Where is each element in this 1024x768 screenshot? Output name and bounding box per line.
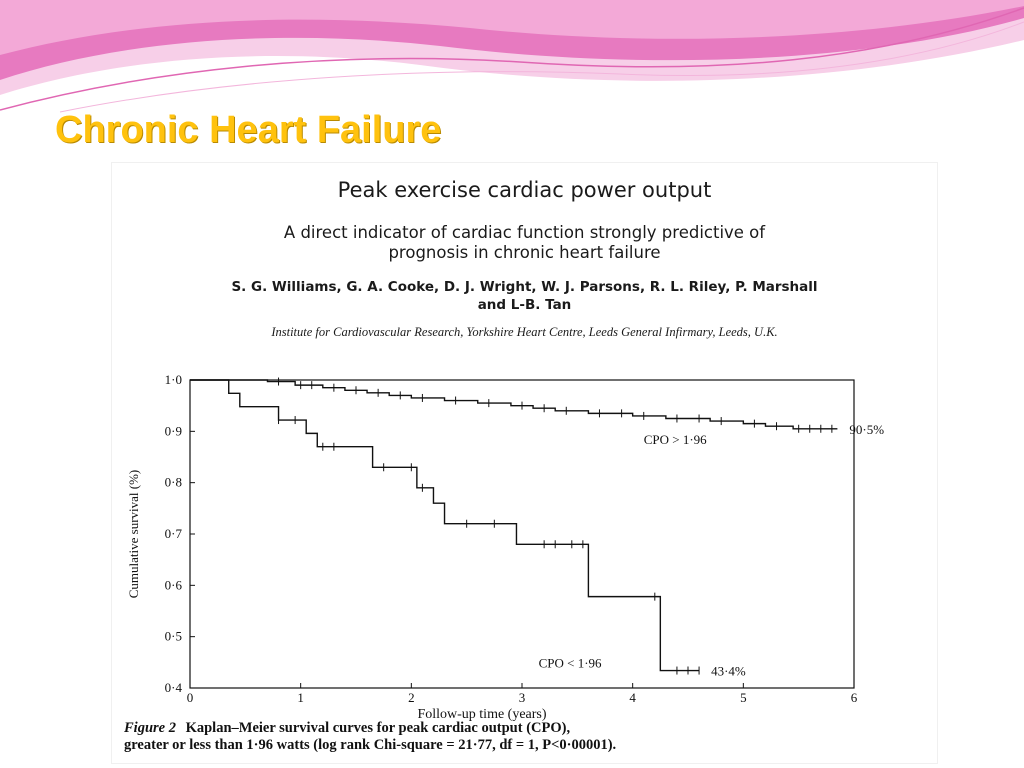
x-tick-label: 1 [297,690,304,705]
decorative-wave-banner [0,0,1024,113]
survival-curve-cpo-high [190,379,838,430]
wave-line-2 [59,21,1024,113]
x-tick-label: 2 [408,690,415,705]
series-end-label: 43·4% [711,664,746,679]
figure-caption-line-2: greater or less than 1·96 watts (log ran… [124,737,617,753]
y-tick-label: 0·9 [165,423,182,438]
y-tick-label: 0·5 [165,629,182,644]
y-tick-label: 0·7 [165,526,183,541]
kaplan-meier-chart: 0 1 2 3 4 5 6 0·4 0·5 0·6 0·7 0·8 0·9 1·0 Follow-up ti… [126,372,884,722]
y-tick-label: 0·4 [165,680,183,695]
x-tick-label: 4 [629,690,636,705]
paper-subtitle-line-1: A direct indicator of cardiac function s… [283,223,766,242]
y-axis-label: Cumulative survival (%) [126,470,141,599]
paper-subtitle-line-2: prognosis in chronic heart failure [388,243,661,262]
y-tick-label: 0·6 [165,577,183,592]
figure-label: Figure 2 [124,720,176,736]
survival-curve-cpo-low [190,379,700,672]
paper-authors-line-2: and L-B. Tan [477,297,572,313]
paper-subtitle: A direct indicator of cardiac function s… [112,223,937,263]
curve-annotation: CPO < 1·96 [539,655,602,670]
curve-annotation: CPO > 1·96 [644,432,707,447]
figure-caption-text-1: Kaplan–Meier survival curves for peak ca… [185,720,571,736]
figure-caption-line-1: Figure 2 Kaplan–Meier survival curves fo… [124,720,924,737]
x-tick-label: 5 [740,690,747,705]
paper-authors-line-1: S. G. Williams, G. A. Cooke, D. J. Wrigh… [231,279,818,295]
x-axis-label: Follow-up time (years) [417,707,546,722]
series-end-label: 90·5% [849,422,884,437]
paper-affiliation: Institute for Cardiovascular Research, Y… [271,325,778,339]
x-tick-label: 3 [519,690,526,705]
paper-excerpt: Peak exercise cardiac power output A dir… [112,163,937,763]
paper-title: Peak exercise cardiac power output [337,178,712,202]
slide-title: Chronic Heart Failure [55,109,442,151]
x-tick-label: 0 [187,690,194,705]
y-tick-label: 0·8 [165,475,182,490]
paper-authors: S. G. Williams, G. A. Cooke, D. J. Wrigh… [112,278,937,314]
y-tick-label: 1·0 [165,372,182,387]
wave-line [0,7,1024,111]
figure-caption: Figure 2 Kaplan–Meier survival curves fo… [124,720,924,754]
wave-top-band [0,0,1024,55]
x-tick-label: 6 [851,690,858,705]
